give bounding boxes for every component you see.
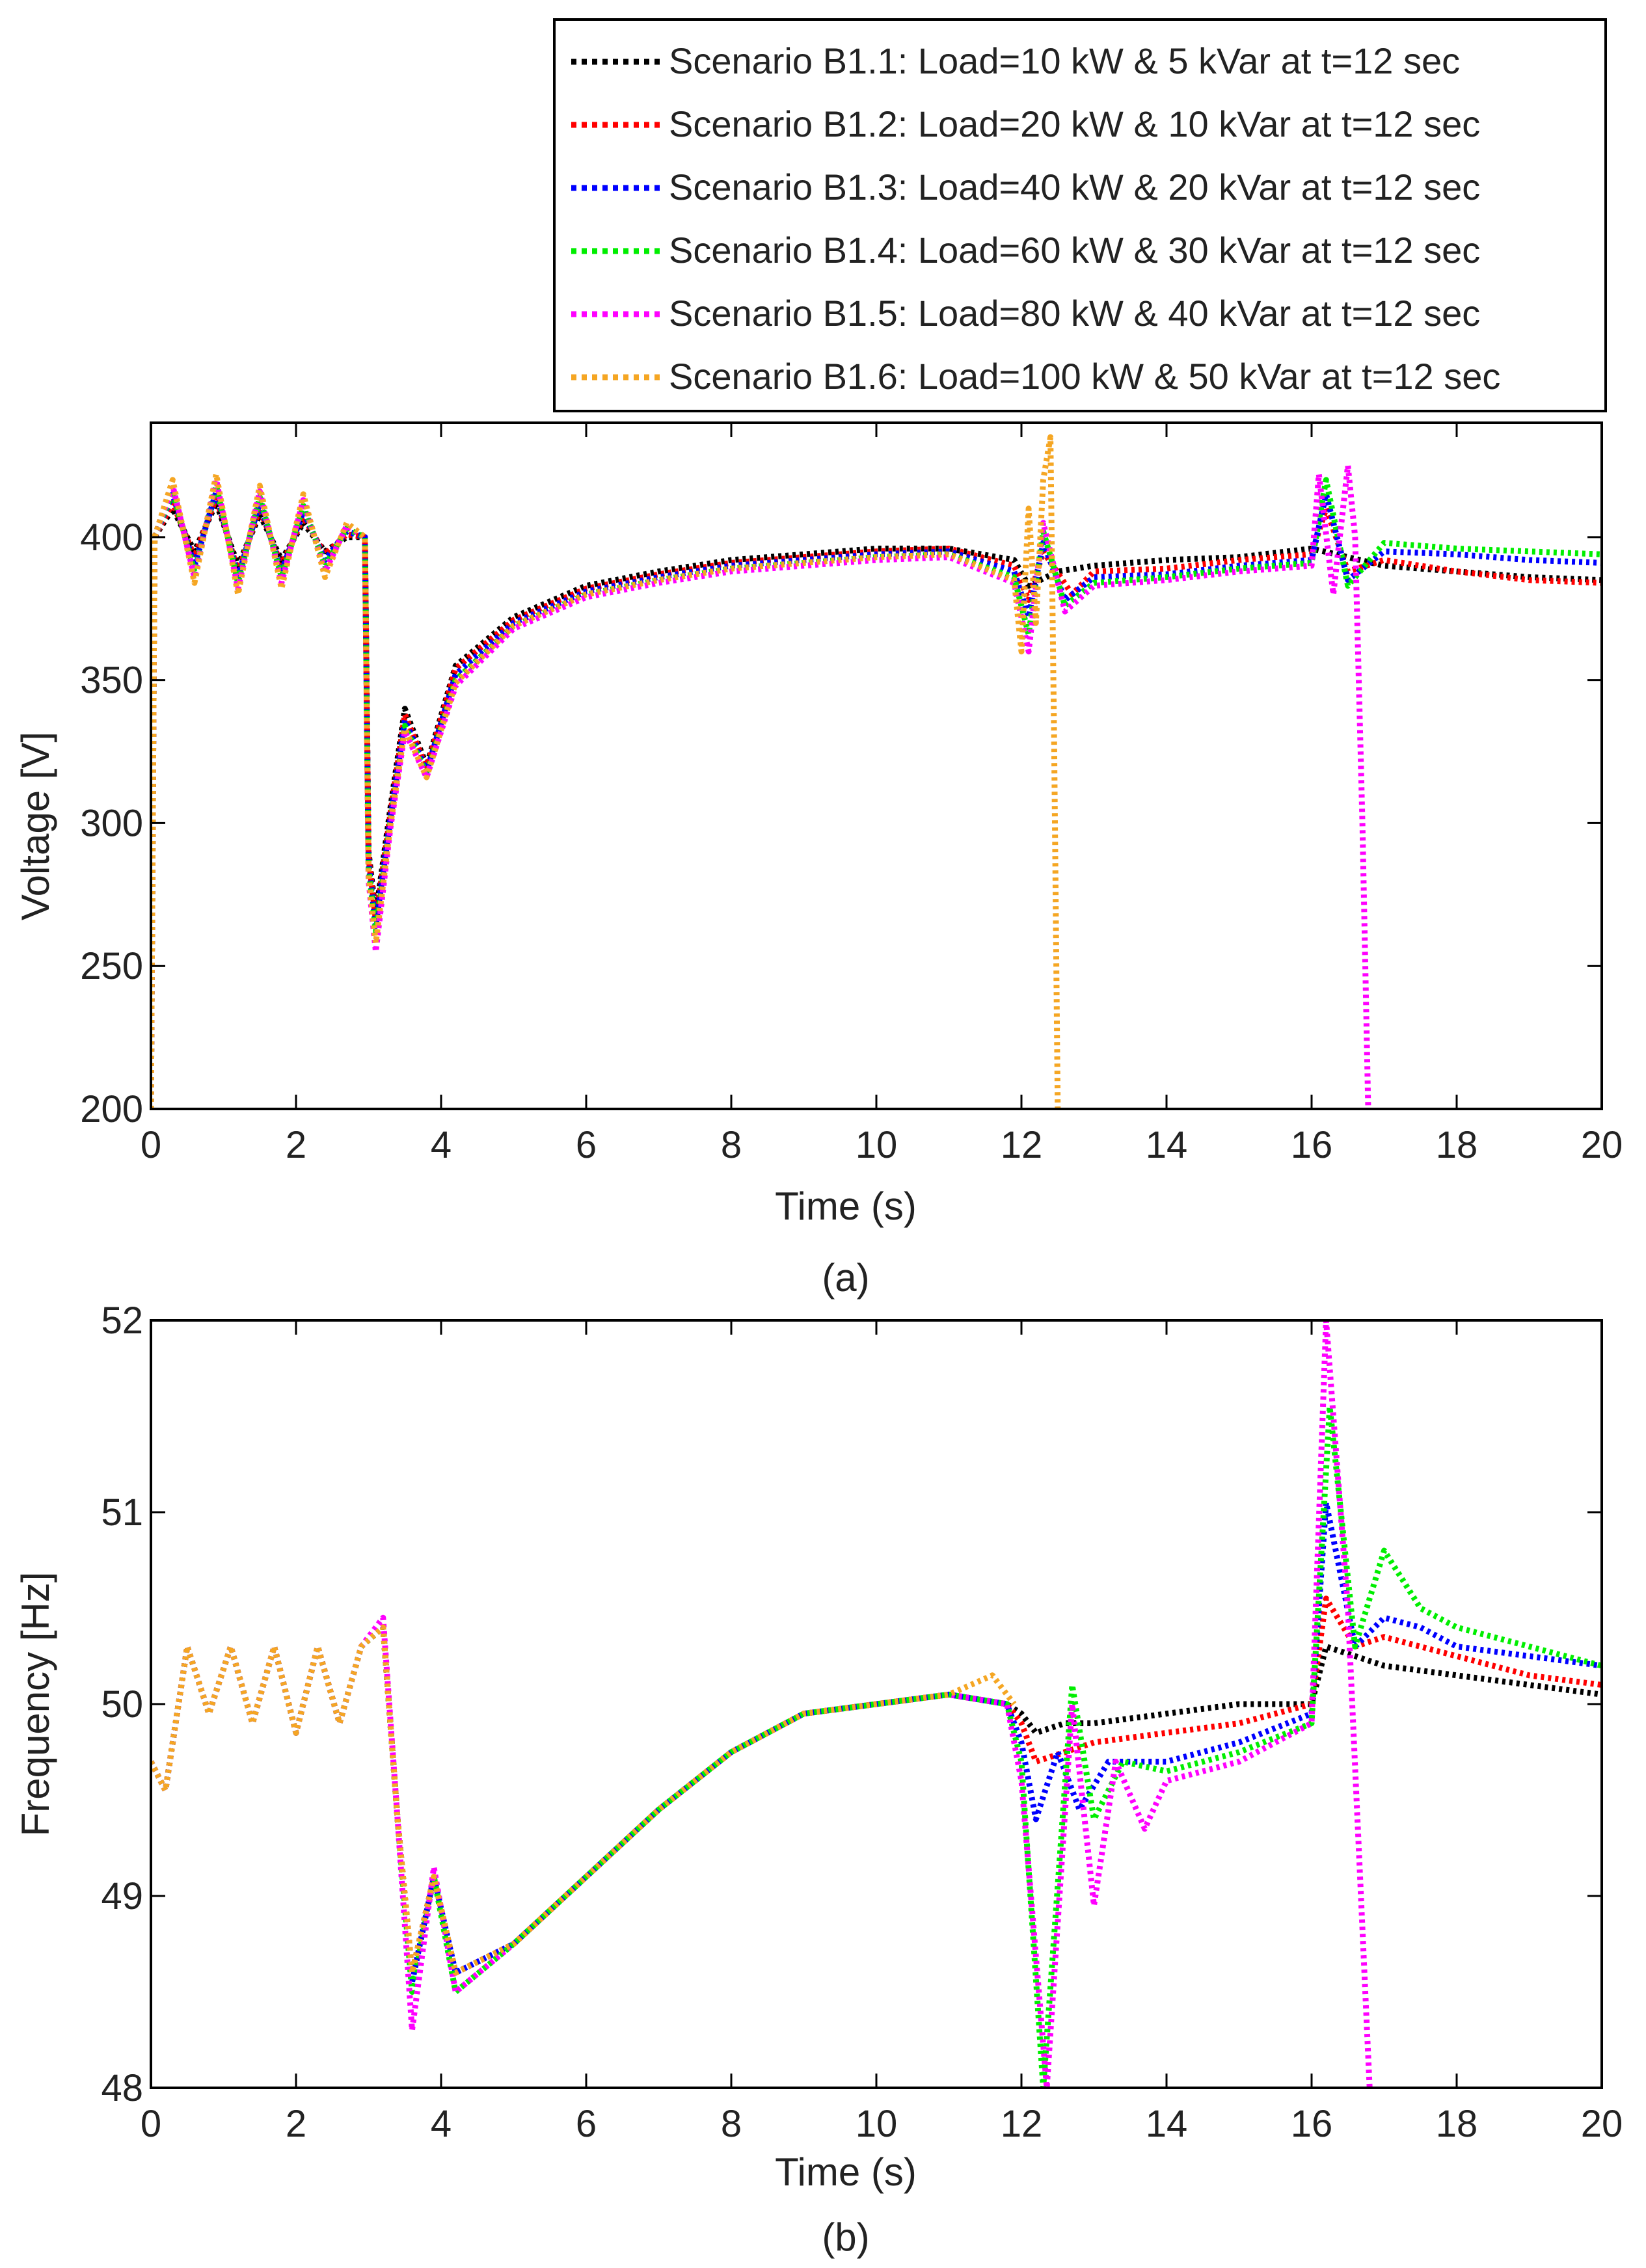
legend-entry: Scenario B1.4: Load=60 kW & 30 kVar at t… xyxy=(571,230,1480,271)
legend-entry: Scenario B1.2: Load=20 kW & 10 kVar at t… xyxy=(571,103,1480,144)
series-line-4 xyxy=(151,477,1602,1109)
frequency-chart: 0 2 4 6 8 10 12 14 16 18 20 48 49 50 51 52 xyxy=(101,1300,1623,2145)
frequency-y-axis-label: Frequency [Hz] xyxy=(14,1572,57,1837)
legend-label: Scenario B1.2: Load=20 kW & 10 kVar at t… xyxy=(669,103,1480,144)
y-tick-label: 51 xyxy=(101,1491,143,1534)
series-group xyxy=(151,1320,1602,2088)
series-line-6 xyxy=(151,434,1061,1109)
legend-entry: Scenario B1.1: Load=10 kW & 5 kVar at t=… xyxy=(571,40,1460,81)
y-tick-label: 200 xyxy=(80,1088,143,1130)
legend-entry: Scenario B1.3: Load=40 kW & 20 kVar at t… xyxy=(571,167,1480,207)
x-tick-label: 8 xyxy=(721,2103,742,2145)
plot-frame xyxy=(150,1319,1603,2089)
legend-label: Scenario B1.5: Load=80 kW & 40 kVar at t… xyxy=(669,293,1480,334)
legend: Scenario B1.1: Load=10 kW & 5 kVar at t=… xyxy=(553,18,1607,412)
x-tick-label: 20 xyxy=(1581,2103,1623,2145)
x-tick-label: 18 xyxy=(1436,1124,1478,1166)
x-tick-label: 16 xyxy=(1291,2103,1333,2145)
x-tick-label: 16 xyxy=(1291,1124,1333,1166)
legend-box xyxy=(553,18,1607,412)
legend-label: Scenario B1.4: Load=60 kW & 30 kVar at t… xyxy=(669,230,1480,271)
x-tick-label: 4 xyxy=(431,1124,452,1166)
voltage-chart: 0 2 4 6 8 10 12 14 16 18 20 200 250 300 350 400 xyxy=(80,421,1623,1166)
y-tick-label: 250 xyxy=(80,945,143,987)
y-tick-label: 400 xyxy=(80,516,143,559)
x-tick-label: 6 xyxy=(576,1124,597,1166)
series-group xyxy=(151,434,1602,1109)
x-tick-label: 20 xyxy=(1581,1124,1623,1166)
legend-entry: Scenario B1.6: Load=100 kW & 50 kVar at … xyxy=(571,356,1500,397)
y-tick-label: 48 xyxy=(101,2067,143,2109)
x-tick-label: 14 xyxy=(1146,2103,1188,2145)
y-tick-label: 50 xyxy=(101,1683,143,1726)
x-tick-label: 0 xyxy=(141,1124,161,1166)
frequency-x-axis-label: Time (s) xyxy=(775,2150,917,2194)
x-tick-label: 6 xyxy=(576,2103,597,2145)
y-tick-label: 300 xyxy=(80,802,143,844)
x-tick-label: 18 xyxy=(1436,2103,1478,2145)
x-tick-label: 10 xyxy=(856,1124,898,1166)
x-tick-label: 4 xyxy=(431,2103,452,2145)
x-tick-label: 12 xyxy=(1001,2103,1043,2145)
legend-entry: Scenario B1.5: Load=80 kW & 40 kVar at t… xyxy=(571,293,1480,334)
frequency-panel-label: (b) xyxy=(822,2215,869,2259)
x-tick-label: 14 xyxy=(1146,1124,1188,1166)
y-tick-label: 49 xyxy=(101,1875,143,1917)
x-tick-label: 8 xyxy=(721,1124,742,1166)
y-tick-label: 350 xyxy=(80,660,143,702)
voltage-x-axis-label: Time (s) xyxy=(775,1184,917,1228)
series-line-6 xyxy=(151,1624,1017,1976)
x-tick-label: 0 xyxy=(141,2103,161,2145)
plot-frame xyxy=(150,421,1603,1110)
x-tick-label: 10 xyxy=(856,2103,898,2145)
x-tick-label: 2 xyxy=(286,1124,306,1166)
voltage-panel-label: (a) xyxy=(822,1256,869,1300)
x-tick-label: 2 xyxy=(286,2103,306,2145)
legend-label: Scenario B1.1: Load=10 kW & 5 kVar at t=… xyxy=(669,40,1460,81)
voltage-y-axis-label: Voltage [V] xyxy=(14,732,57,920)
x-tick-label: 12 xyxy=(1001,1124,1043,1166)
legend-label: Scenario B1.3: Load=40 kW & 20 kVar at t… xyxy=(669,167,1480,207)
y-tick-label: 52 xyxy=(101,1300,143,1342)
legend-label: Scenario B1.6: Load=100 kW & 50 kVar at … xyxy=(669,356,1500,397)
